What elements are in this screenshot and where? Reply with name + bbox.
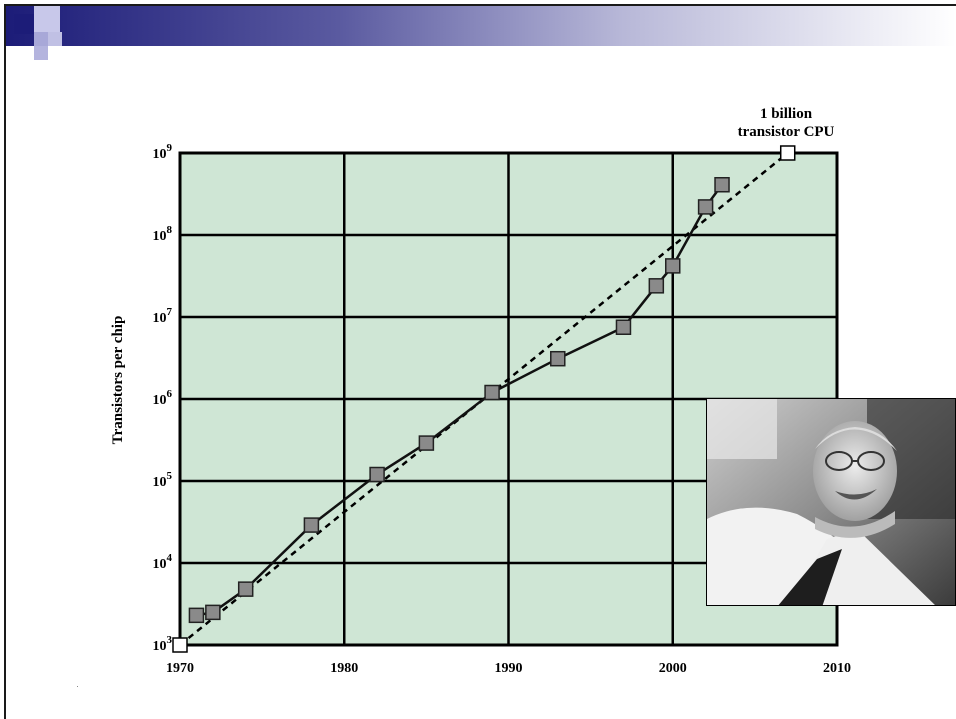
header-square-light (34, 32, 48, 46)
data-point (648, 278, 665, 294)
data-point (418, 435, 435, 451)
x-tick-label: 1970 (166, 661, 194, 676)
annotation-line2: transistor CPU (738, 124, 835, 140)
data-point (237, 581, 254, 597)
annotation-line1: 1 billion (760, 106, 813, 122)
x-tick-label: 2010 (823, 661, 851, 676)
portrait-photo-drawing (707, 399, 955, 605)
header-square-light (34, 6, 60, 32)
data-point (303, 517, 320, 533)
trend-endpoint (779, 145, 796, 161)
data-point (697, 199, 714, 215)
x-tick-label: 1980 (330, 661, 358, 676)
slide-frame (4, 4, 956, 719)
data-point (205, 604, 221, 621)
x-tick-label: 2000 (659, 661, 687, 676)
x-tick-labels: 1970 1980 1990 2000 2010 (166, 661, 851, 676)
data-point (550, 350, 566, 367)
data-point (714, 177, 730, 193)
header-square-dark (14, 14, 34, 34)
y-tick-label: 106 (153, 388, 173, 408)
header-square-light (48, 32, 62, 46)
y-axis-title: Transistors per chip (110, 316, 126, 445)
y-tick-label: 107 (153, 306, 173, 326)
data-point (665, 258, 681, 274)
y-tick-label: 103 (153, 634, 173, 654)
header-square-light (34, 46, 48, 60)
data-point (484, 384, 500, 401)
stray-dot (77, 686, 78, 687)
y-tick-label: 104 (153, 552, 173, 572)
y-tick-label: 109 (153, 142, 173, 162)
series-layer (172, 145, 796, 653)
portrait-photo (706, 398, 956, 606)
data-point (369, 466, 385, 483)
data-point (615, 319, 632, 335)
y-tick-label: 108 (153, 224, 173, 244)
header-band (6, 6, 956, 46)
y-tick-label: 105 (153, 470, 173, 490)
y-tick-labels: 103 104 105 106 107 108 109 (153, 142, 173, 654)
trend-endpoint (172, 637, 188, 653)
x-tick-label: 1990 (495, 661, 523, 676)
data-point (188, 607, 205, 624)
